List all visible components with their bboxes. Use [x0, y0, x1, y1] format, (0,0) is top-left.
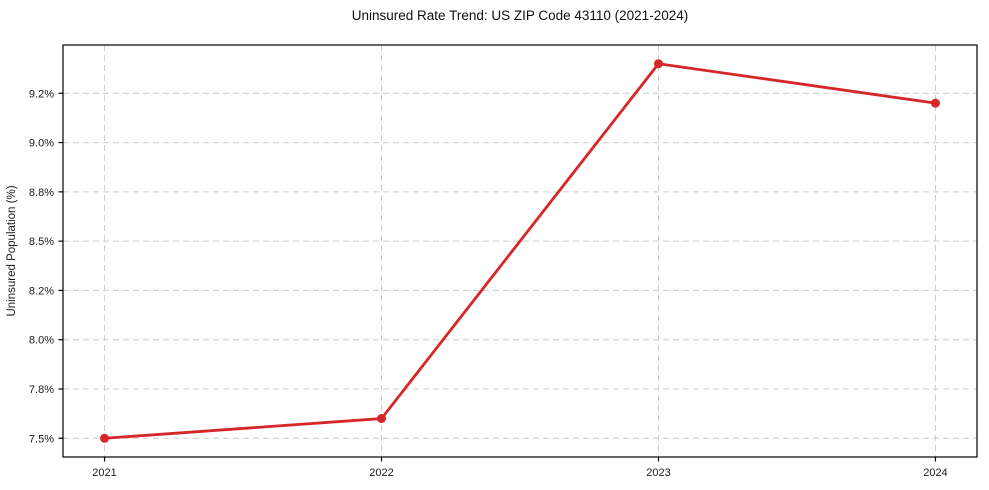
y-tick-label: 9.0% — [29, 138, 54, 150]
data-point-2021 — [100, 433, 110, 443]
chart-title: Uninsured Rate Trend: US ZIP Code 43110 … — [351, 8, 689, 23]
y-tick-label: 8.8% — [29, 187, 54, 199]
y-tick-label: 8.5% — [29, 236, 54, 248]
y-tick-label: 8.2% — [29, 285, 54, 297]
y-tick-label: 7.5% — [29, 433, 54, 445]
x-tick-label: 2022 — [369, 467, 393, 479]
data-point-2024 — [930, 98, 940, 108]
trend-line — [103, 62, 937, 440]
y-tick-label: 7.8% — [29, 384, 54, 396]
x-tick-label: 2024 — [923, 467, 947, 479]
y-axis-label: Uninsured Population (%) — [6, 185, 18, 316]
plot-border — [62, 44, 978, 458]
x-tick-label: 2021 — [92, 467, 116, 479]
data-point-2023 — [653, 59, 663, 69]
y-tick-label: 9.2% — [29, 88, 54, 100]
y-tick-label: 8.0% — [29, 335, 54, 347]
x-tick-label: 2023 — [646, 467, 670, 479]
data-point-2022 — [377, 414, 387, 424]
